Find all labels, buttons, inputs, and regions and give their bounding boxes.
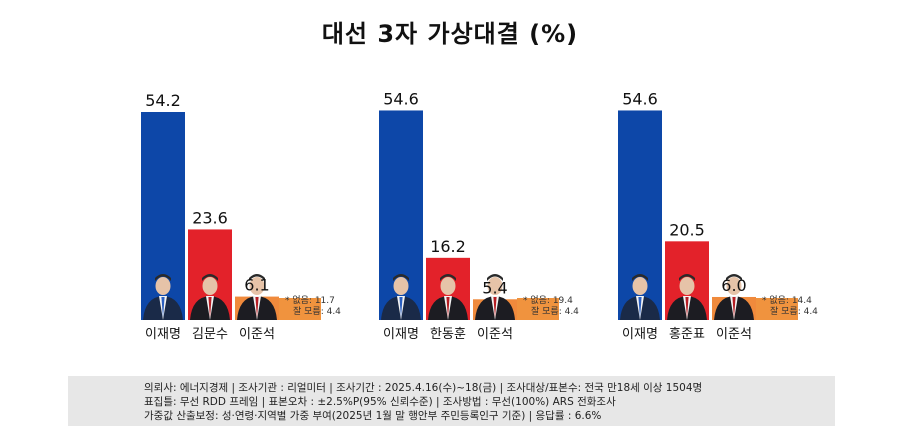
- data-label: 54.6: [383, 89, 419, 108]
- candidate-photo: [428, 274, 468, 320]
- photo-face: [249, 277, 265, 295]
- photo-tie: [685, 297, 689, 318]
- photo-hair: [202, 274, 218, 281]
- photo-face: [202, 277, 218, 295]
- category-label: 이재명: [383, 327, 419, 342]
- data-label: 5.4: [482, 278, 507, 297]
- photo-hair: [440, 274, 456, 281]
- note-unknown: 잘 모름: 4.4: [293, 305, 341, 317]
- other-bar: [279, 298, 321, 320]
- photo-hair: [726, 274, 742, 281]
- data-label: 6.0: [721, 276, 746, 295]
- candidate-photo: [143, 274, 183, 320]
- chart-title: 대선 3자 가상대결 (%): [321, 20, 579, 48]
- data-label: 16.2: [430, 237, 466, 256]
- candidate-photo: [620, 274, 660, 320]
- photo-face: [393, 277, 409, 295]
- photo-hair: [249, 274, 265, 281]
- candidate-photo: [714, 274, 754, 320]
- photo-tie: [208, 297, 212, 318]
- candidate-photo: [381, 274, 421, 320]
- data-label: 54.6: [622, 89, 658, 108]
- photo-tie: [399, 297, 403, 318]
- photo-hair: [487, 274, 503, 281]
- category-label: 이재명: [145, 327, 181, 342]
- photo-hair: [155, 274, 171, 281]
- survey-footnote: 의뢰사: 에너지경제 | 조사기관 : 리얼미터 | 조사기간 : 2025.4…: [68, 376, 835, 426]
- note-none: * 없음: 19.4: [523, 295, 573, 306]
- candidate-photo: [475, 274, 515, 320]
- data-label: 54.2: [145, 91, 181, 110]
- other-bar: [756, 298, 798, 320]
- footnote-line-1: 의뢰사: 에너지경제 | 조사기관 : 리얼미터 | 조사기간 : 2025.4…: [144, 382, 703, 394]
- candidate-photo: [667, 274, 707, 320]
- photo-hair: [679, 274, 695, 281]
- category-label: 이재명: [622, 327, 658, 342]
- photo-hair: [632, 274, 648, 281]
- photo-tie: [255, 297, 259, 318]
- note-unknown: 잘 모름: 4.4: [770, 305, 818, 317]
- chart-group-3: 54.6 이재명 20.5 홍준표 6.0 이준석 * 없음: 14.4잘 모름: 4.4: [618, 89, 818, 342]
- category-label: 한동훈: [430, 327, 466, 342]
- chart-group-2: 54.6 이재명 16.2 한동훈 5.4 이준석 * 없음: 19.4잘 모름: 4.4: [379, 89, 579, 342]
- photo-tie: [161, 297, 165, 318]
- data-label: 20.5: [669, 220, 705, 239]
- photo-face: [679, 277, 695, 295]
- photo-tie: [493, 297, 497, 318]
- note-none: * 없음: 11.7: [285, 295, 335, 306]
- footnote-line-3: 가중값 산출보정: 성·연령·지역별 가중 부여(2025년 1월 말 행안부 …: [144, 410, 602, 422]
- photo-hair: [393, 274, 409, 281]
- category-label: 이준석: [477, 327, 513, 342]
- category-label: 김문수: [192, 327, 228, 342]
- photo-tie: [638, 297, 642, 318]
- footnote-line-2: 표집틀: 무선 RDD 프레임 | 표본오차 : ±2.5%P(95% 신뢰수준…: [144, 396, 616, 408]
- other-bar: [517, 298, 559, 320]
- category-label: 이준석: [239, 327, 275, 342]
- note-unknown: 잘 모름: 4.4: [531, 305, 579, 317]
- chart-group-1: 54.2 이재명 23.6 김문수 6.1 이준석 * 없음: 11.7잘 모름: 4.4: [141, 91, 341, 342]
- data-label: 6.1: [244, 276, 269, 295]
- candidate-photo: [237, 274, 277, 320]
- photo-tie: [732, 297, 736, 318]
- photo-tie: [446, 297, 450, 318]
- photo-face: [440, 277, 456, 295]
- data-label: 23.6: [192, 208, 228, 227]
- category-label: 홍준표: [669, 327, 705, 342]
- note-none: * 없음: 14.4: [762, 295, 812, 306]
- category-label: 이준석: [716, 327, 752, 342]
- photo-face: [726, 277, 742, 295]
- photo-face: [155, 277, 171, 295]
- candidate-photo: [190, 274, 230, 320]
- photo-face: [487, 277, 503, 295]
- photo-face: [632, 277, 648, 295]
